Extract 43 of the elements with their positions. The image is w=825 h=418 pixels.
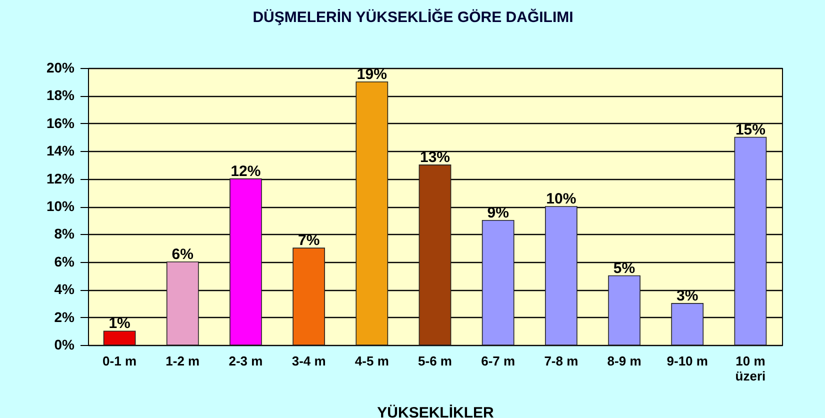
- y-tick-label: 12%: [46, 170, 76, 186]
- y-tick-label: 16%: [46, 114, 76, 131]
- y-tick-label: 18%: [46, 87, 76, 104]
- data-label: 1%: [108, 315, 130, 332]
- data-label: 10%: [546, 190, 576, 208]
- bar: [671, 303, 704, 346]
- chart-title: DÜŞMELERİN YÜKSEKLİĞE GÖRE DAĞILIMI: [252, 8, 574, 26]
- y-tick-label: 6%: [54, 253, 76, 270]
- bar: [608, 275, 640, 346]
- data-label: 5%: [613, 260, 636, 277]
- bar: [356, 81, 388, 346]
- x-tick-label: 4-5 m: [354, 354, 389, 368]
- x-tick-label: 5-6 m: [418, 354, 452, 368]
- bar: [734, 136, 767, 346]
- data-label: 19%: [356, 66, 387, 83]
- x-tick-label: 6-7 m: [481, 354, 516, 368]
- x-tick-label: 1-2 m: [166, 354, 200, 368]
- bar: [482, 220, 514, 346]
- y-tick-label: 4%: [54, 281, 76, 298]
- bar: [545, 206, 578, 346]
- data-label: 15%: [735, 121, 766, 138]
- x-tick-label: 3-4 m: [292, 354, 326, 368]
- y-tick-label: 14%: [46, 142, 76, 159]
- bar: [103, 330, 136, 346]
- y-tick-label: 10%: [46, 198, 76, 214]
- data-label: 6%: [172, 246, 194, 263]
- x-axis-title: YÜKSEKLİKLER: [377, 404, 494, 418]
- x-tick-label: 10 m üzeri: [735, 354, 766, 384]
- bar: [166, 262, 199, 346]
- x-tick-label: 8-9 m: [607, 354, 642, 368]
- bar: [230, 178, 262, 346]
- y-tick-label: 0%: [54, 336, 76, 352]
- bar: [418, 164, 452, 346]
- x-tick-label: 2-3 m: [228, 354, 263, 368]
- data-label: 13%: [420, 148, 450, 166]
- y-tick-label: 20%: [46, 60, 76, 76]
- x-tick-label: 0-1 m: [102, 354, 137, 368]
- x-tick-label: 7-8 m: [544, 354, 578, 368]
- bar: [292, 248, 325, 346]
- x-tick-label: 9-10 m: [666, 354, 708, 368]
- data-label: 12%: [230, 162, 261, 180]
- y-tick-label: 2%: [54, 308, 76, 325]
- y-tick-label: 8%: [54, 226, 76, 242]
